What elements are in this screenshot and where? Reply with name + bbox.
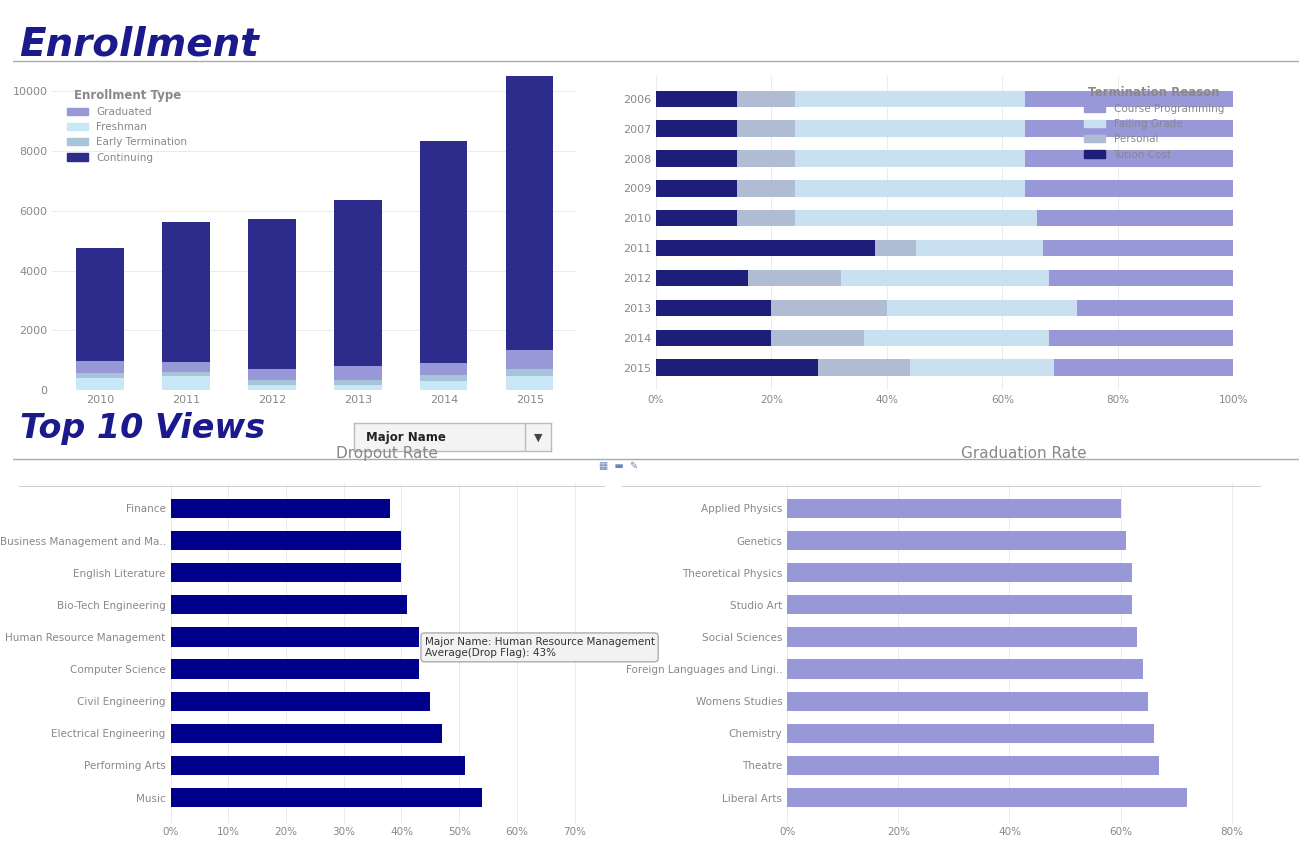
Bar	[656, 360, 817, 376]
Bar	[171, 691, 430, 711]
Bar	[916, 240, 1043, 256]
Bar	[335, 385, 382, 390]
Bar	[787, 595, 1132, 615]
Bar	[1026, 120, 1233, 137]
Text: ▼: ▼	[534, 432, 542, 442]
Text: Top 10 Views: Top 10 Views	[20, 411, 265, 444]
Bar	[335, 200, 382, 366]
Bar	[656, 210, 737, 226]
Bar	[76, 361, 123, 373]
Legend: Course Programming, Failing Grade, Personal, Tution Cost: Course Programming, Failing Grade, Perso…	[1080, 81, 1228, 164]
Bar	[171, 628, 419, 646]
Bar	[506, 66, 554, 350]
Bar	[163, 222, 210, 362]
Bar	[1043, 240, 1233, 256]
Bar	[171, 531, 401, 550]
Bar	[506, 350, 554, 370]
Bar	[737, 91, 795, 107]
Bar	[771, 299, 887, 316]
Bar	[335, 366, 382, 380]
Bar	[1055, 360, 1233, 376]
Bar	[795, 120, 1026, 137]
Bar	[863, 330, 1048, 346]
Bar	[248, 385, 295, 390]
Bar	[171, 595, 407, 615]
Bar	[1026, 91, 1233, 107]
Text: ▦  ▬  ✎: ▦ ▬ ✎	[600, 461, 638, 471]
Text: Major Name: Major Name	[366, 431, 446, 444]
Bar	[748, 270, 841, 287]
Bar	[656, 330, 771, 346]
Bar	[795, 150, 1026, 167]
Bar	[737, 120, 795, 137]
Bar	[163, 376, 210, 390]
Title: Graduation Rate: Graduation Rate	[960, 446, 1086, 461]
Text: Enrollment: Enrollment	[20, 25, 260, 63]
Bar	[420, 381, 467, 390]
Bar	[76, 248, 123, 361]
Bar	[887, 299, 1077, 316]
Bar	[248, 369, 295, 380]
Bar	[656, 240, 875, 256]
Bar	[817, 360, 911, 376]
Bar	[171, 723, 442, 743]
Bar	[737, 150, 795, 167]
Bar	[656, 91, 737, 107]
Bar	[787, 531, 1126, 550]
Bar	[171, 788, 483, 807]
Bar	[420, 363, 467, 375]
Bar	[420, 375, 467, 381]
Bar	[1048, 270, 1233, 287]
Bar	[787, 563, 1132, 583]
Bar	[506, 377, 554, 390]
Bar	[163, 372, 210, 376]
Bar	[420, 142, 467, 363]
Title: Dropout Rate: Dropout Rate	[336, 446, 438, 461]
Bar	[875, 240, 916, 256]
Bar	[163, 362, 210, 372]
Bar	[795, 180, 1026, 197]
Bar	[76, 373, 123, 378]
Bar	[1048, 330, 1233, 346]
Bar	[248, 219, 295, 369]
Bar	[656, 150, 737, 167]
Bar	[787, 788, 1187, 807]
Bar	[1077, 299, 1233, 316]
Bar	[335, 380, 382, 385]
Bar	[795, 91, 1026, 107]
Bar	[656, 299, 771, 316]
Bar	[76, 378, 123, 390]
Bar	[787, 499, 1120, 518]
Bar	[841, 270, 1048, 287]
Bar	[787, 723, 1155, 743]
Bar	[911, 360, 1055, 376]
Bar	[171, 499, 390, 518]
Bar	[787, 691, 1148, 711]
Bar	[787, 660, 1143, 678]
Legend: Graduated, Freshman, Early Termination, Continuing: Graduated, Freshman, Early Termination, …	[63, 85, 192, 167]
Bar	[506, 370, 554, 377]
Bar	[1036, 210, 1233, 226]
Bar	[171, 563, 401, 583]
Bar	[248, 380, 295, 385]
Bar	[795, 210, 1036, 226]
Bar	[656, 270, 748, 287]
Bar	[656, 180, 737, 197]
Bar	[656, 120, 737, 137]
Bar	[771, 330, 863, 346]
Bar	[171, 756, 464, 775]
Bar	[787, 756, 1160, 775]
Bar	[737, 180, 795, 197]
Bar	[1026, 180, 1233, 197]
Bar	[171, 660, 419, 678]
Bar	[787, 628, 1138, 646]
Bar	[737, 210, 795, 226]
Text: Major Name: Human Resource Management
Average(Drop Flag): 43%: Major Name: Human Resource Management Av…	[425, 637, 655, 658]
Bar	[1026, 150, 1233, 167]
